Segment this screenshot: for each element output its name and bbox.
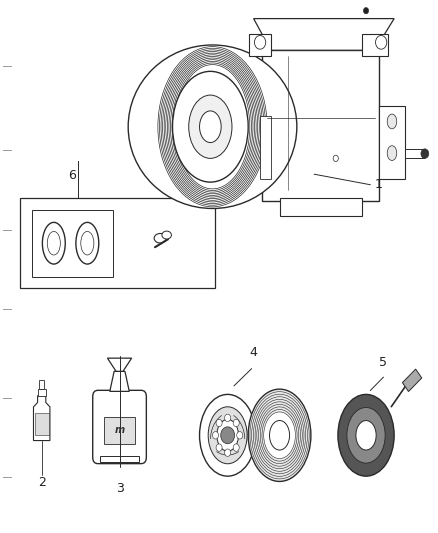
Ellipse shape — [387, 146, 397, 160]
Bar — [260, 116, 271, 180]
Ellipse shape — [264, 412, 295, 458]
Bar — [100, 456, 139, 462]
Bar — [405, 149, 424, 158]
Text: 5: 5 — [379, 357, 387, 369]
Ellipse shape — [217, 419, 238, 451]
Ellipse shape — [81, 231, 94, 255]
Ellipse shape — [154, 233, 166, 243]
Bar — [32, 209, 113, 277]
Text: 6: 6 — [68, 169, 76, 182]
Circle shape — [216, 419, 222, 427]
Ellipse shape — [42, 222, 65, 264]
Circle shape — [225, 414, 231, 422]
Ellipse shape — [356, 421, 376, 450]
Ellipse shape — [387, 114, 397, 129]
Ellipse shape — [162, 231, 171, 239]
Ellipse shape — [128, 45, 297, 208]
Circle shape — [216, 444, 222, 451]
Circle shape — [212, 432, 219, 439]
Polygon shape — [379, 106, 405, 180]
Polygon shape — [362, 35, 388, 55]
Polygon shape — [107, 358, 132, 372]
Circle shape — [375, 36, 387, 49]
Ellipse shape — [200, 394, 256, 476]
Circle shape — [364, 7, 369, 14]
Bar — [20, 198, 215, 288]
Ellipse shape — [76, 222, 99, 264]
Ellipse shape — [248, 389, 311, 481]
Polygon shape — [110, 372, 129, 391]
Text: 4: 4 — [250, 346, 258, 359]
Circle shape — [221, 427, 235, 443]
Bar — [279, 198, 362, 216]
Text: 1: 1 — [374, 178, 382, 191]
Ellipse shape — [173, 71, 248, 182]
Polygon shape — [249, 35, 271, 55]
Ellipse shape — [269, 421, 290, 450]
Ellipse shape — [338, 394, 394, 476]
Ellipse shape — [200, 111, 221, 142]
Text: 3: 3 — [116, 481, 124, 495]
Text: 2: 2 — [38, 477, 46, 489]
Circle shape — [237, 432, 243, 439]
Bar — [39, 380, 44, 390]
Ellipse shape — [189, 95, 232, 158]
Polygon shape — [33, 395, 50, 441]
Ellipse shape — [208, 407, 247, 464]
Circle shape — [254, 36, 266, 49]
Circle shape — [421, 149, 429, 158]
Bar — [104, 417, 135, 444]
FancyBboxPatch shape — [93, 390, 146, 464]
Polygon shape — [254, 19, 394, 50]
Text: m: m — [114, 425, 124, 435]
Circle shape — [233, 419, 239, 427]
Circle shape — [333, 155, 338, 161]
Bar — [35, 413, 49, 435]
Circle shape — [233, 444, 239, 451]
Polygon shape — [403, 369, 422, 392]
Circle shape — [225, 449, 231, 456]
Ellipse shape — [347, 408, 385, 463]
Ellipse shape — [47, 231, 60, 255]
Bar — [262, 50, 379, 200]
Bar — [38, 390, 46, 395]
